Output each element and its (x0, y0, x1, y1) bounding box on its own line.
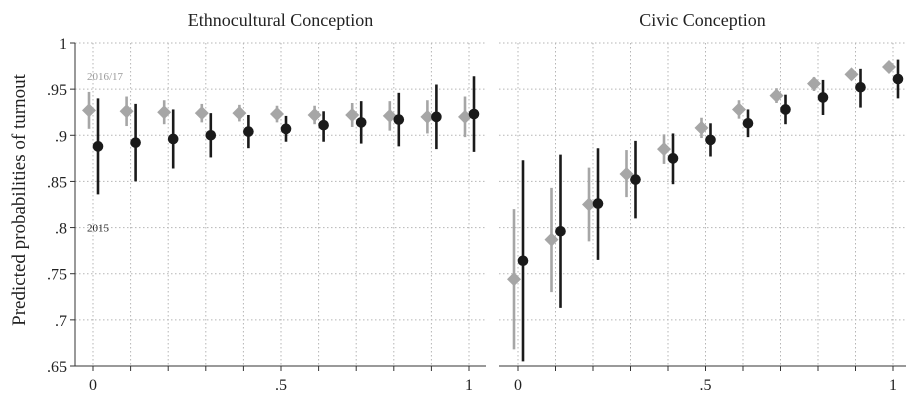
data-point-circle (280, 123, 292, 135)
y-tick-label: .65 (47, 359, 67, 376)
data-point-circle (468, 108, 480, 120)
data-point-diamond (458, 109, 472, 124)
data-point-circle (167, 133, 179, 145)
data-point-circle (705, 134, 716, 146)
data-point-circle (517, 255, 529, 267)
y-tick-label: .8 (55, 221, 67, 238)
data-point-diamond (507, 272, 521, 287)
data-point-circle (667, 153, 679, 164)
series-annotation: 2016/17 (87, 71, 124, 83)
data-point-diamond (807, 76, 821, 91)
data-point-diamond (232, 106, 247, 121)
data-point-diamond (844, 67, 859, 82)
data-point-circle (205, 129, 217, 141)
data-point-diamond (882, 59, 896, 74)
data-point-diamond (732, 102, 746, 117)
panel-title: Civic Conception (639, 10, 765, 30)
data-point-diamond (544, 232, 559, 247)
data-point-circle (130, 137, 141, 148)
data-point-circle (592, 198, 604, 209)
x-tick-label: 0 (514, 377, 522, 394)
data-point-circle (355, 117, 367, 128)
data-point-diamond (270, 107, 284, 122)
x-tick-label: .5 (700, 377, 712, 394)
panel-title: Ethnocultural Conception (188, 10, 373, 30)
x-tick-label: 1 (889, 377, 897, 394)
y-tick-label: .75 (47, 267, 67, 284)
data-point-diamond (657, 142, 671, 157)
data-point-circle (817, 92, 829, 103)
data-point-diamond (619, 167, 634, 182)
data-point-diamond (194, 106, 209, 121)
series-annotation: 2015 (87, 223, 110, 235)
data-point-circle (555, 225, 566, 237)
data-point-circle (855, 81, 866, 93)
x-tick-label: 1 (465, 377, 473, 394)
data-point-circle (780, 104, 791, 115)
data-point-diamond (420, 109, 435, 124)
data-point-circle (318, 119, 329, 131)
data-point-circle (431, 111, 442, 123)
data-point-diamond (119, 104, 134, 119)
data-point-circle (630, 174, 641, 185)
data-point-circle (742, 117, 754, 129)
y-tick-label: .85 (47, 174, 67, 191)
data-point-circle (243, 126, 254, 137)
y-tick-label: .7 (55, 313, 67, 330)
data-point-diamond (307, 107, 322, 122)
x-tick-label: .5 (275, 377, 287, 394)
y-tick-label: 1 (59, 36, 67, 53)
data-point-diamond (345, 107, 360, 122)
data-point-diamond (769, 88, 784, 103)
data-point-diamond (694, 120, 709, 135)
data-point-diamond (382, 108, 397, 123)
data-point-circle (892, 73, 904, 85)
data-point-circle (92, 141, 104, 152)
data-point-diamond (82, 103, 96, 118)
y-tick-label: .9 (55, 128, 67, 145)
y-tick-label: .95 (47, 82, 67, 99)
data-point-diamond (157, 105, 172, 120)
data-point-circle (393, 114, 405, 125)
data-point-diamond (582, 197, 596, 212)
x-tick-label: 0 (89, 377, 97, 394)
